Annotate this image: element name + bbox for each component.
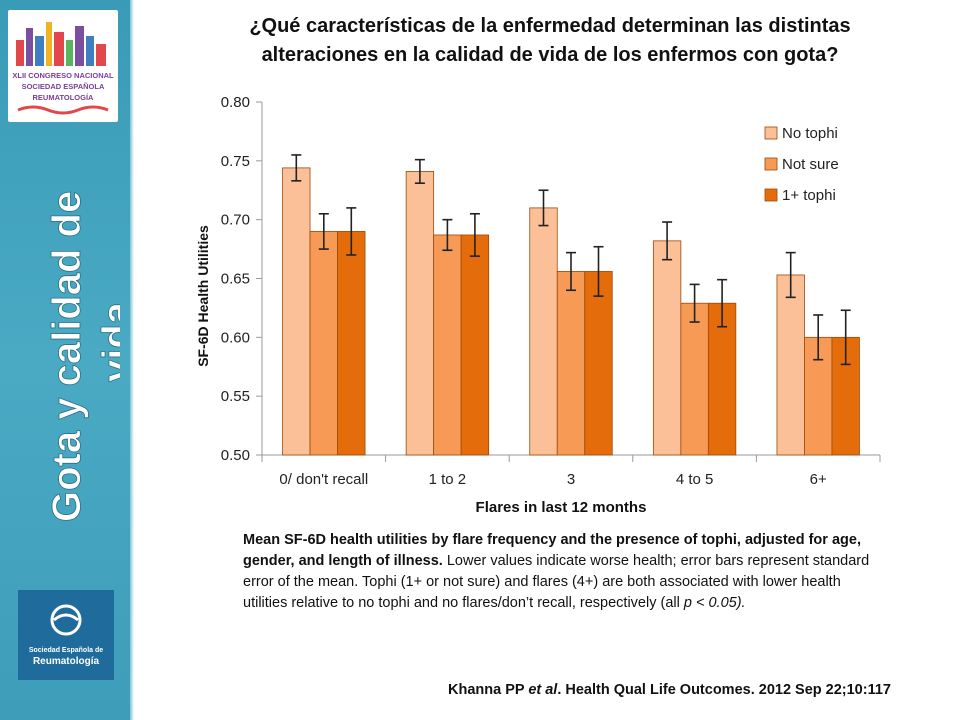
- x-tick-label: 4 to 5: [676, 471, 714, 488]
- x-axis-label: Flares in last 12 months: [476, 499, 647, 516]
- sidebar-edge: [130, 0, 134, 720]
- bar-no-tophi-4: [776, 274, 805, 456]
- side-title-line1: Gota y calidad de: [45, 191, 89, 522]
- caption-p: p: [683, 595, 692, 611]
- y-tick-label: 0.70: [221, 212, 250, 229]
- bar-1-tophi-0: [337, 231, 366, 456]
- bar-1-tophi-2: [584, 271, 613, 456]
- error-bars: [291, 154, 851, 366]
- y-tick-label: 0.55: [221, 388, 250, 405]
- y-tick-label: 0.50: [221, 447, 250, 464]
- legend-label: 1+ tophi: [782, 187, 836, 204]
- bar-not-sure-2: [556, 271, 586, 456]
- legend-swatch: [764, 157, 778, 171]
- ser-logo-line2: Reumatología: [33, 656, 100, 667]
- legend-swatch: [764, 126, 778, 140]
- bar-1-tophi-3: [707, 302, 737, 456]
- x-axis: 0/ don't recall 1 to 2 3 4 to 5 6+: [261, 454, 881, 488]
- y-tick-label: 0.80: [221, 94, 250, 111]
- x-tick-label: 3: [567, 471, 575, 488]
- bar-no-tophi-3: [652, 240, 682, 456]
- ser-logo-mark: [50, 604, 82, 636]
- legend: No tophi Not sure 1+ tophi: [764, 125, 839, 204]
- citation-authors: Khanna PP: [448, 682, 529, 698]
- congress-logo: XLII CONGRESO NACIONAL SOCIEDAD ESPAÑOLA…: [8, 10, 118, 122]
- congress-logo-graphic: XLII CONGRESO NACIONAL SOCIEDAD ESPAÑOLA…: [12, 22, 114, 115]
- y-axis: 0.50 0.55 0.60 0.65 0.70 0.75 0.80: [221, 94, 263, 464]
- y-tick-label: 0.75: [221, 153, 250, 170]
- bar-no-tophi-1: [405, 171, 435, 456]
- ser-logo-line1: Sociedad Española de: [29, 647, 103, 654]
- bar-not-sure-3: [680, 302, 709, 456]
- congress-logo-line1: XLII CONGRESO NACIONAL: [12, 71, 114, 80]
- caption-text: Lower values indicate worse health; erro…: [243, 553, 870, 611]
- caption-end: < 0.05).: [691, 595, 746, 611]
- y-axis-label: SF-6D Health Utilities: [195, 225, 211, 367]
- citation-etal: et al: [528, 682, 558, 698]
- legend-label: Not sure: [782, 156, 839, 173]
- congress-logo-line3: REUMATOLOGÍA: [33, 93, 95, 102]
- bar-1-tophi-1: [460, 234, 490, 456]
- legend-label: No tophi: [782, 125, 838, 142]
- bar-not-sure-1: [433, 234, 462, 456]
- citation-source: . Health Qual Life Outcomes. 2012 Sep 22…: [557, 682, 891, 698]
- bar-no-tophi-0: [282, 167, 311, 456]
- side-title-line2: vida: [95, 301, 120, 382]
- x-tick-label: 6+: [810, 471, 827, 488]
- x-tick-label: 0/ don't recall: [279, 471, 368, 488]
- legend-swatch: [764, 188, 778, 202]
- side-title: Gota y calidad de vida: [10, 150, 120, 530]
- bars: [282, 167, 860, 456]
- page-title-line1: ¿Qué características de la enfermedad de…: [249, 15, 851, 37]
- figure-caption: Mean SF-6D health utilities by flare fre…: [243, 530, 883, 614]
- caption-bold: Mean SF-6D health utilities by flare fre…: [243, 532, 861, 569]
- bar-chart: 0.50 0.55 0.60 0.65 0.70 0.75 0.80 0/ don't re…: [195, 94, 881, 516]
- bar-no-tophi-2: [529, 207, 558, 456]
- citation: Khanna PP et al. Health Qual Life Outcom…: [448, 682, 891, 698]
- x-tick-label: 1 to 2: [429, 471, 467, 488]
- page-title: ¿Qué características de la enfermedad de…: [160, 12, 940, 70]
- ser-logo: Sociedad Española de Reumatología: [18, 590, 114, 680]
- bar-not-sure-0: [309, 231, 338, 456]
- congress-logo-line2: SOCIEDAD ESPAÑOLA: [22, 82, 105, 91]
- page-title-line2: alteraciones en la calidad de vida de lo…: [261, 44, 839, 66]
- y-tick-label: 0.65: [221, 271, 250, 288]
- y-tick-label: 0.60: [221, 329, 250, 346]
